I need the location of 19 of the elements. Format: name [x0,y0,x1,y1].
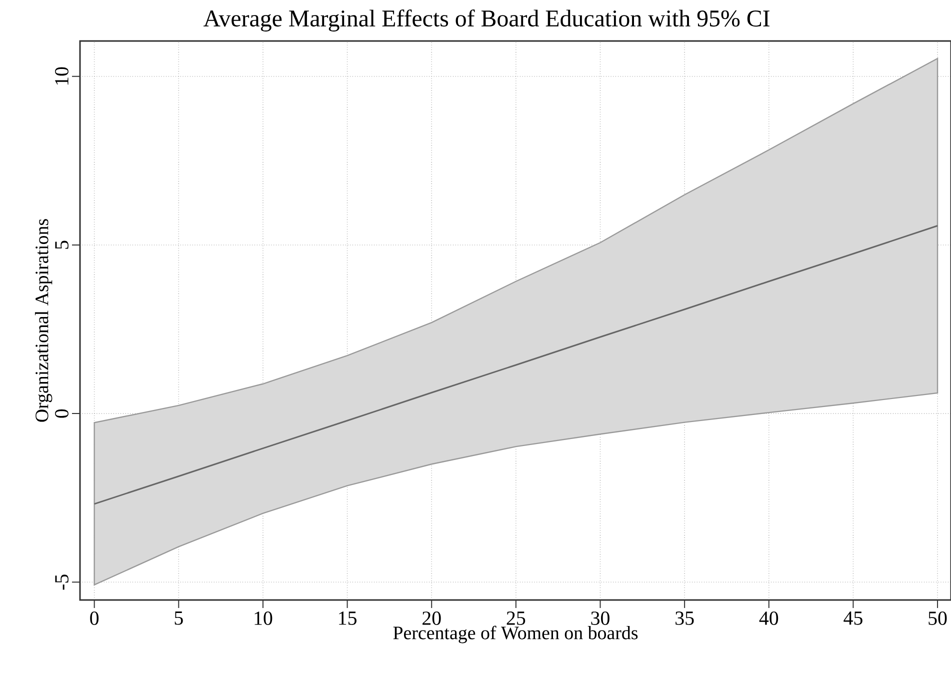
y-tick-label: 5 [55,240,68,249]
x-tick-label: 40 [759,612,778,625]
x-tick-label: 20 [422,612,441,625]
x-tick-label: 0 [90,612,99,625]
x-tick-label: 25 [506,612,526,625]
x-tick-label: 15 [339,612,356,625]
x-tick-label: 30 [591,612,610,625]
y-tick-label: -5 [55,574,68,590]
y-axis-title: Organizational Aspirations [34,219,52,422]
y-tick-label: 0 [55,409,68,418]
x-tick-label: 35 [676,612,694,625]
x-tick-label: 5 [174,612,183,625]
x-axis-title: Percentage of Women on boards [393,626,638,644]
x-tick-label: 10 [254,612,272,625]
x-tick-label: 45 [844,612,862,625]
line-series [94,225,938,505]
y-tick-label: 10 [55,67,68,85]
chart-title: Average Marginal Effects of Board Education with 95% CI [203,10,770,32]
x-tick-label: 50 [928,612,947,625]
